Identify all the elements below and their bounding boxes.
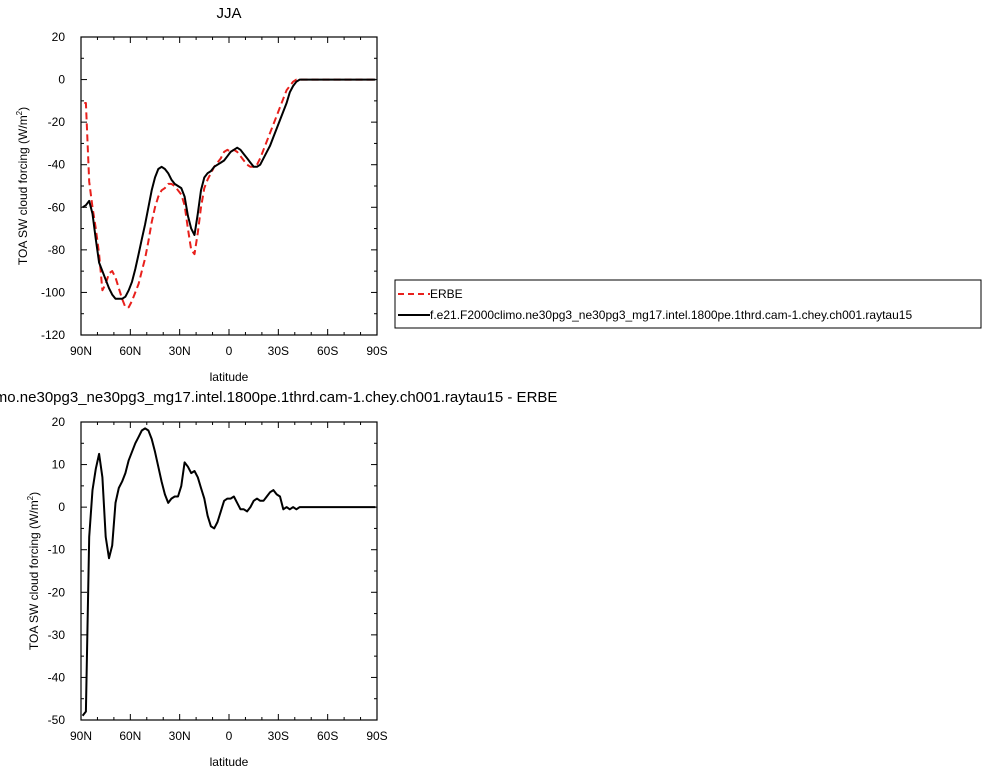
- bottom-xtick-label: 60N: [119, 729, 141, 743]
- bottom-ytick-label: -30: [48, 628, 66, 642]
- legend-label-model: f.e21.F2000climo.ne30pg3_ne30pg3_mg17.in…: [430, 308, 912, 322]
- bottom-xtick-label: 30N: [169, 729, 191, 743]
- top-xtick-label: 90S: [366, 344, 387, 358]
- top-xtick-label: 60S: [317, 344, 338, 358]
- bottom-chart-ylabel: TOA SW cloud forcing (W/m2): [26, 492, 41, 650]
- top-ytick-label: 0: [58, 73, 65, 87]
- top-ytick-label: -40: [48, 158, 66, 172]
- bottom-ytick-label: -10: [48, 543, 66, 557]
- top-chart-xlabel: latitude: [210, 370, 249, 384]
- top-ylabel-superscript: 2: [15, 110, 24, 115]
- bottom-chart-title: f.e21.F2000climo.ne30pg3_ne30pg3_mg17.in…: [0, 389, 557, 406]
- bottom-series-line-0: [81, 427, 376, 717]
- top-chart-legend: ERBE f.e21.F2000climo.ne30pg3_ne30pg3_mg…: [394, 279, 982, 329]
- top-xtick-label: 90N: [70, 344, 92, 358]
- bottom-chart: f.e21.F2000climo.ne30pg3_ne30pg3_mg17.in…: [0, 389, 557, 769]
- bottom-ylabel-text: TOA SW cloud forcing (W/m: [27, 500, 41, 650]
- bottom-ylabel-superscript: 2: [26, 495, 35, 500]
- top-xtick-label: 0: [226, 344, 233, 358]
- bottom-xtick-label: 90N: [70, 729, 92, 743]
- bottom-xtick-label: 90S: [366, 729, 387, 743]
- bottom-ytick-label: -20: [48, 585, 66, 599]
- bottom-axes: 90N 60N 30N 0 30S 60S 90S 20 10 0 -10 -20 -30 -40 -50: [48, 415, 388, 743]
- bottom-ytick-label: 20: [52, 415, 66, 429]
- top-chart-ylabel: TOA SW cloud forcing (W/m2): [15, 107, 30, 265]
- top-chart-title: JJA: [216, 5, 241, 22]
- bottom-series-group: [81, 427, 376, 717]
- bottom-ytick-label: 10: [52, 458, 66, 472]
- top-ytick-label: -20: [48, 115, 66, 129]
- top-xtick-label: 60N: [119, 344, 141, 358]
- top-ytick-label: 20: [52, 30, 66, 44]
- top-ylabel-text: TOA SW cloud forcing (W/m: [16, 115, 30, 265]
- bottom-ytick-label: 0: [58, 500, 65, 514]
- bottom-xtick-label: 30S: [268, 729, 289, 743]
- top-ytick-label: -100: [41, 285, 65, 299]
- legend-box: [394, 279, 982, 329]
- top-chart: JJA 90N 60N 30N 0 30S 60S 90S 20 0 -20 -40 -60 -80 -1…: [15, 5, 982, 384]
- bottom-xtick-label: 0: [226, 729, 233, 743]
- top-axes: 90N 60N 30N 0 30S 60S 90S 20 0 -20 -40 -60 -80 -100 -1…: [41, 30, 388, 358]
- top-series-group: [82, 78, 376, 309]
- bottom-ytick-label: -50: [48, 713, 66, 727]
- top-xtick-label: 30S: [268, 344, 289, 358]
- top-ytick-label: -80: [48, 243, 66, 257]
- bottom-xtick-label: 60S: [317, 729, 338, 743]
- bottom-ylabel-close: ): [27, 492, 41, 496]
- legend-label-erbe: ERBE: [430, 287, 463, 301]
- top-ylabel-close: ): [16, 107, 30, 111]
- top-xtick-label: 30N: [169, 344, 191, 358]
- top-ytick-label: -60: [48, 200, 66, 214]
- top-ytick-label: -120: [41, 328, 65, 342]
- top-series-line-1: [82, 78, 376, 300]
- bottom-chart-xlabel: latitude: [210, 755, 249, 769]
- bottom-ytick-label: -40: [48, 670, 66, 684]
